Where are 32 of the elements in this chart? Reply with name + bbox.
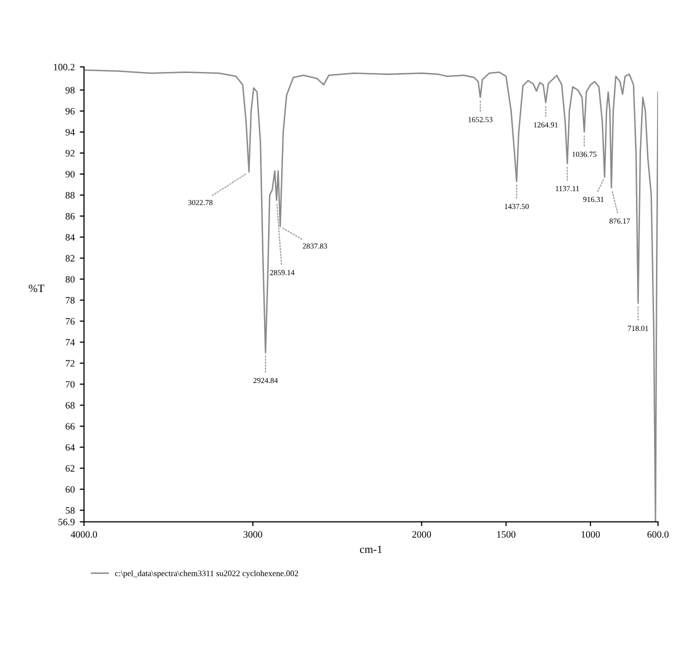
x-tick-label: 3000 xyxy=(244,531,262,538)
y-tick-label: 60 xyxy=(66,486,75,493)
y-tick-label: 64 xyxy=(66,444,75,451)
x-axis-title: cm-1 xyxy=(360,546,382,554)
y-tick-label: 58 xyxy=(66,507,75,514)
x-tick-label: 600.0 xyxy=(647,531,669,538)
y-axis-title: %T xyxy=(28,284,44,292)
y-tick-label: 88 xyxy=(66,192,75,199)
x-tick-label: 1500 xyxy=(497,531,516,538)
y-tick-label: 100.2 xyxy=(54,64,74,70)
y-tick-label: 94 xyxy=(66,128,75,136)
y-tick-label: 86 xyxy=(66,212,75,220)
y-tick-label: 72 xyxy=(66,360,74,367)
y-tick-label: 80 xyxy=(66,276,75,283)
y-tick-label: 62 xyxy=(66,465,74,472)
y-tick-label: 98 xyxy=(66,86,75,94)
x-tick-label: 4000.0 xyxy=(70,531,97,538)
y-tick-label: 56.9 xyxy=(58,518,75,526)
y-tick-label: 76 xyxy=(66,318,75,325)
y-tick-label: 92 xyxy=(66,150,74,157)
y-tick-label: 66 xyxy=(66,423,75,430)
x-tick-label: 2000 xyxy=(412,531,431,538)
y-tick-label: 78 xyxy=(66,297,75,304)
y-tick-label: 96 xyxy=(66,108,75,114)
legend-label: c:\pel_data\spectra\chem3311 su2022 cyclohexene.002 xyxy=(115,570,298,578)
y-tick-label: 90 xyxy=(66,170,75,178)
y-tick-label: 84 xyxy=(66,234,75,241)
y-tick-label: 70 xyxy=(66,381,75,388)
x-tick-label: 1000 xyxy=(582,531,600,538)
y-tick-label: 82 xyxy=(66,255,74,262)
y-tick-label: 68 xyxy=(66,402,75,409)
y-tick-label: 74 xyxy=(66,339,75,346)
